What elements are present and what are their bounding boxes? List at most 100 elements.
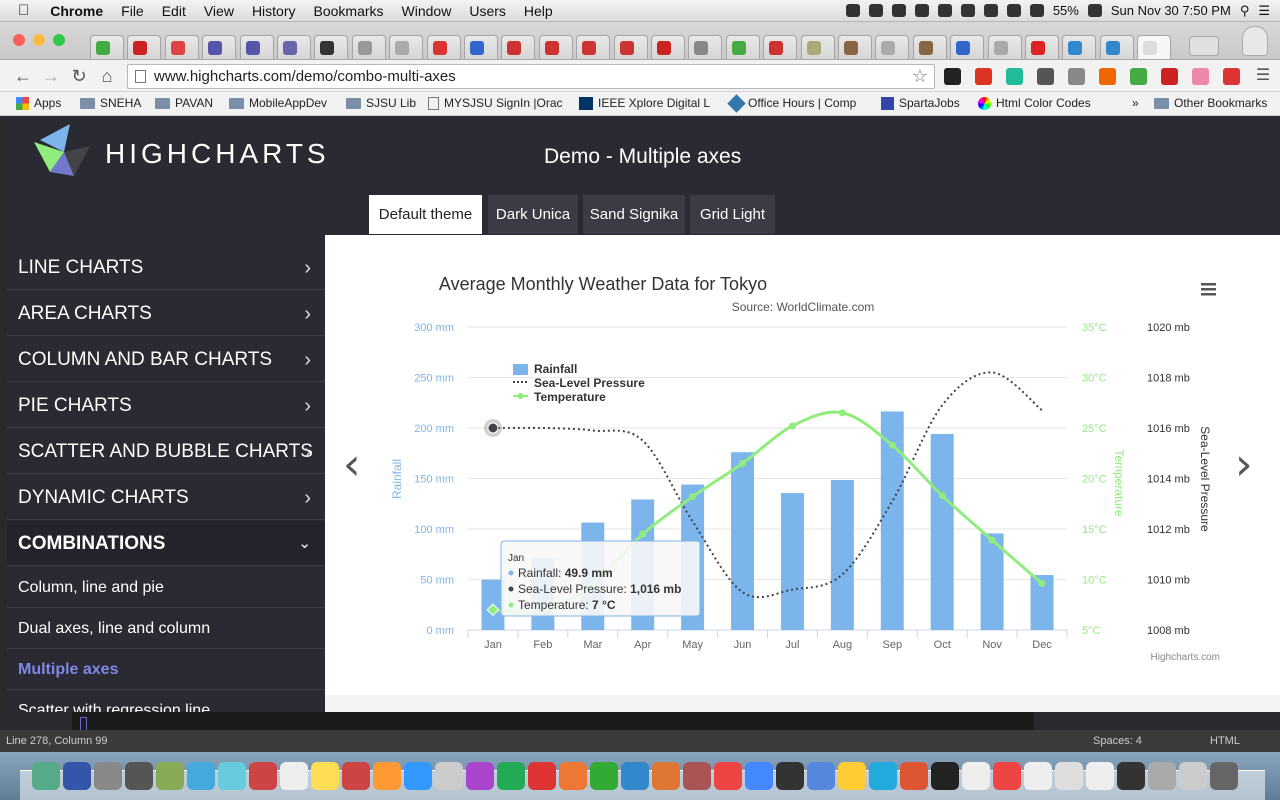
back-arrow-icon[interactable]: ←: [14, 66, 32, 86]
multi-axes-chart[interactable]: 0 mm 5°C 1008 mb 50 mm 10°C 1010 mb 100 mm 15°C…: [325, 235, 1280, 695]
tab-dark-unica[interactable]: Dark Unica: [488, 195, 578, 234]
temperature-point-hover[interactable]: [486, 603, 500, 617]
chrome-menu-icon[interactable]: ☰: [1255, 67, 1271, 84]
sidebar-item-combinations[interactable]: COMBINATIONS ⌄: [7, 521, 325, 566]
tab-default-theme[interactable]: Default theme: [369, 195, 482, 234]
browser-tab[interactable]: [651, 35, 685, 59]
bluetooth-icon[interactable]: [1006, 4, 1021, 17]
browser-tab[interactable]: [1062, 35, 1097, 59]
browser-tab[interactable]: [688, 35, 723, 59]
extension-icon[interactable]: [1192, 68, 1209, 85]
bookmark-star-icon[interactable]: ☆: [911, 66, 928, 86]
apple-menu-icon[interactable]: : [0, 2, 41, 19]
menu-users[interactable]: Users: [458, 2, 506, 19]
browser-tab[interactable]: [90, 35, 124, 59]
dock-app-icon[interactable]: [559, 762, 587, 790]
brand-name[interactable]: HIGHCHARTS: [105, 138, 330, 169]
app-menu[interactable]: Chrome: [39, 2, 103, 19]
browser-tab[interactable]: [464, 35, 498, 59]
sub-item-column-line-pie[interactable]: Column, line and pie: [7, 567, 325, 608]
browser-tab[interactable]: [875, 35, 910, 59]
adblock-extension-icon[interactable]: [975, 68, 992, 85]
temperature-point[interactable]: [639, 530, 647, 538]
sidebar-item-line-charts[interactable]: LINE CHARTS ›: [7, 245, 325, 290]
close-window-icon[interactable]: [13, 34, 25, 46]
browser-tab[interactable]: [950, 35, 985, 59]
rainfall-bar[interactable]: [780, 493, 804, 630]
legend-item-rainfall[interactable]: Rainfall: [534, 362, 577, 376]
time-machine-icon[interactable]: [983, 4, 998, 17]
menu-history[interactable]: History: [240, 2, 296, 19]
legend-item-sea-level-pressure[interactable]: Sea-Level Pressure: [534, 376, 645, 390]
temperature-point[interactable]: [689, 493, 697, 501]
chart-context-menu-icon[interactable]: [1201, 283, 1216, 296]
dock-app-icon[interactable]: [156, 762, 184, 790]
sub-item-scatter-regression[interactable]: Scatter with regression line: [7, 690, 325, 712]
rainfall-bar[interactable]: [830, 480, 854, 630]
dock-app-icon[interactable]: [807, 762, 835, 790]
browser-tab[interactable]: [1137, 35, 1172, 59]
legend-item-temperature[interactable]: Temperature: [534, 390, 606, 404]
notification-icon[interactable]: [937, 4, 952, 17]
bookmark-spartajobs[interactable]: SpartaJobs: [881, 96, 960, 110]
browser-tab[interactable]: [1025, 35, 1059, 59]
dock-app-icon[interactable]: [218, 762, 246, 790]
browser-tab[interactable]: [164, 35, 199, 59]
dock-app-icon[interactable]: [1086, 762, 1114, 790]
dock-app-icon[interactable]: [838, 762, 866, 790]
dock-app-icon[interactable]: [280, 762, 308, 790]
hangouts-extension-icon[interactable]: [1130, 68, 1147, 85]
pressure-point-hover[interactable]: [487, 422, 499, 434]
indentation-setting[interactable]: Spaces: 4: [1093, 735, 1142, 747]
browser-tab[interactable]: [725, 35, 760, 59]
menu-file[interactable]: File: [109, 2, 144, 19]
browser-tab[interactable]: [613, 35, 648, 59]
dock-app-icon[interactable]: [962, 762, 990, 790]
spotlight-icon[interactable]: ⚲: [1239, 2, 1250, 18]
battery-icon[interactable]: [1087, 4, 1102, 17]
bookmarks-overflow-chevron[interactable]: »: [1132, 96, 1139, 110]
sidebar-item-area-charts[interactable]: AREA CHARTS ›: [7, 291, 325, 336]
extension-icon[interactable]: [1161, 68, 1178, 85]
rainfall-bar[interactable]: [880, 411, 904, 630]
tab-grid-light[interactable]: Grid Light: [690, 195, 775, 234]
menu-bookmarks[interactable]: Bookmarks: [302, 2, 384, 19]
browser-tab[interactable]: [389, 35, 424, 59]
dock-app-icon[interactable]: [869, 762, 897, 790]
menu-list-icon[interactable]: ☰: [1258, 2, 1270, 18]
bookmark-folder-sneha[interactable]: SNEHA: [80, 96, 141, 110]
sidebar-item-pie-charts[interactable]: PIE CHARTS ›: [7, 383, 325, 428]
browser-tab[interactable]: [763, 35, 798, 59]
dock-app-icon[interactable]: [590, 762, 618, 790]
clock[interactable]: Sun Nov 30 7:50 PM: [1110, 3, 1231, 18]
dock-app-icon[interactable]: [249, 762, 277, 790]
temperature-point[interactable]: [838, 409, 846, 417]
browser-tab[interactable]: [800, 35, 835, 59]
bookmark-apps[interactable]: Apps: [16, 96, 61, 110]
menu-help[interactable]: Help: [512, 2, 553, 19]
dock-app-icon[interactable]: [1055, 762, 1083, 790]
tab-sand-signika[interactable]: Sand Signika: [583, 195, 685, 234]
extension-icon[interactable]: [1006, 68, 1023, 85]
browser-tab[interactable]: [351, 35, 386, 59]
temperature-point[interactable]: [888, 441, 896, 449]
sidebar-item-scatter-bubble-charts[interactable]: SCATTER AND BUBBLE CHARTS ›: [7, 429, 325, 474]
bookmark-office-hours[interactable]: Office Hours | Comp: [727, 93, 856, 113]
reload-icon[interactable]: ↻: [71, 66, 87, 86]
dock-app-icon[interactable]: [311, 762, 339, 790]
menu-window[interactable]: Window: [390, 2, 452, 19]
address-bar[interactable]: www.highcharts.com/demo/combo-multi-axes…: [127, 64, 935, 89]
previous-demo-arrow-icon[interactable]: ‹: [343, 439, 361, 490]
dock-app-icon[interactable]: [1148, 762, 1176, 790]
dock-app-icon[interactable]: [528, 762, 556, 790]
sub-item-dual-axes[interactable]: Dual axes, line and column: [7, 608, 325, 649]
dock-app-icon[interactable]: [63, 762, 91, 790]
dock-app-icon[interactable]: [1210, 762, 1238, 790]
bookmark-folder-sjsu-lib[interactable]: SJSU Lib: [346, 96, 416, 110]
tray-app-icon[interactable]: [914, 4, 929, 17]
browser-tab[interactable]: [987, 35, 1022, 59]
bookmark-html-color-codes[interactable]: Html Color Codes: [978, 96, 1091, 110]
dock-app-icon[interactable]: [1024, 762, 1052, 790]
dock-app-icon[interactable]: [993, 762, 1021, 790]
other-bookmarks[interactable]: Other Bookmarks: [1154, 96, 1267, 110]
